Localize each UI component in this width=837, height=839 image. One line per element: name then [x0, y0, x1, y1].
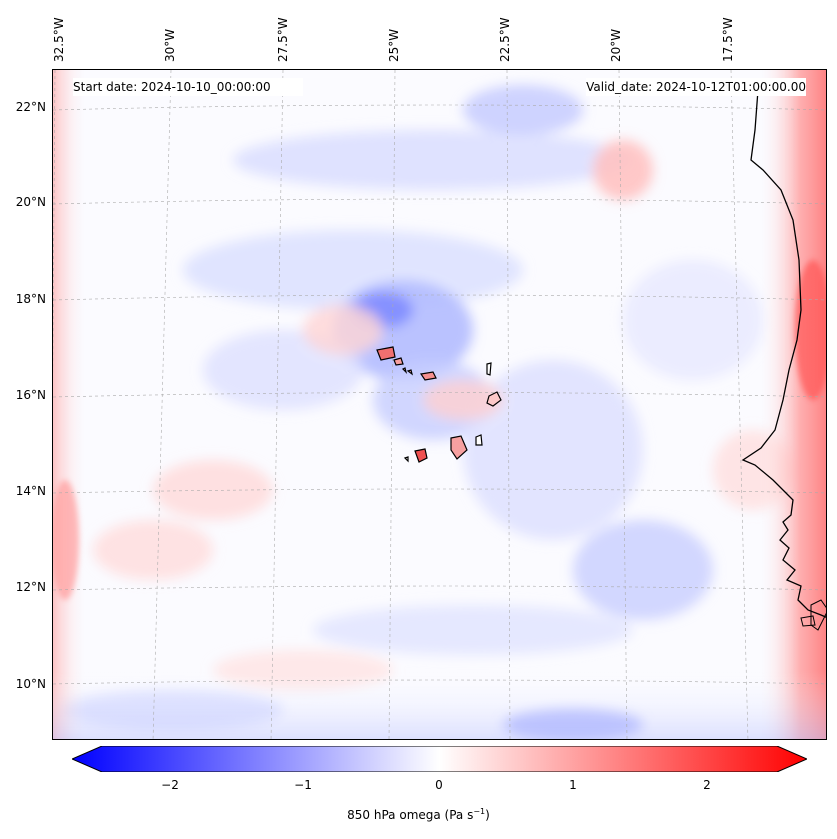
lat-label-14n: 14°N — [15, 484, 46, 498]
graticule — [53, 70, 826, 739]
lat-label-12n: 12°N — [15, 580, 46, 594]
colorbar-tick: −2 — [161, 778, 179, 792]
colorbar-label-exponent: −1 — [473, 807, 486, 816]
cape-verde-islands — [376, 346, 502, 463]
lon-label-25w: 25°W — [387, 28, 401, 62]
start-date-label: Start date: 2024-10-10_00:00:00 — [73, 78, 303, 96]
african-coastline — [741, 89, 826, 618]
lon-label-30w: 30°W — [163, 28, 177, 62]
colorbar-tick: 2 — [703, 778, 711, 792]
lat-label-18n: 18°N — [15, 292, 46, 306]
lon-label-17-5w: 17.5°W — [721, 17, 735, 62]
lon-label-22-5w: 22.5°W — [498, 17, 512, 62]
lat-label-10n: 10°N — [15, 677, 46, 691]
lon-label-20w: 20°W — [609, 28, 623, 62]
colorbar-tick: 0 — [435, 778, 443, 792]
colorbar-tick: −1 — [294, 778, 312, 792]
omega-field — [63, 85, 793, 739]
lat-label-20n: 20°N — [15, 195, 46, 209]
lon-label-27-5w: 27.5°W — [276, 17, 290, 62]
colorbar-tick: 1 — [569, 778, 577, 792]
valid-date-label: Valid_date: 2024-10-12T01:00:00.00 — [586, 78, 806, 96]
lon-label-32-5w: 32.5°W — [52, 17, 66, 62]
lat-label-16n: 16°N — [15, 388, 46, 402]
colorbar — [70, 745, 809, 773]
lat-label-22n: 22°N — [15, 100, 46, 114]
omega-field-map — [53, 70, 826, 739]
colorbar-label-text: 850 hPa omega (Pa s — [347, 808, 474, 822]
colorbar-label-close: ) — [485, 808, 490, 822]
map-panel: Start date: 2024-10-10_00:00:00 Valid_da… — [52, 69, 827, 740]
colorbar-label: 850 hPa omega (Pa s−1) — [0, 807, 837, 822]
